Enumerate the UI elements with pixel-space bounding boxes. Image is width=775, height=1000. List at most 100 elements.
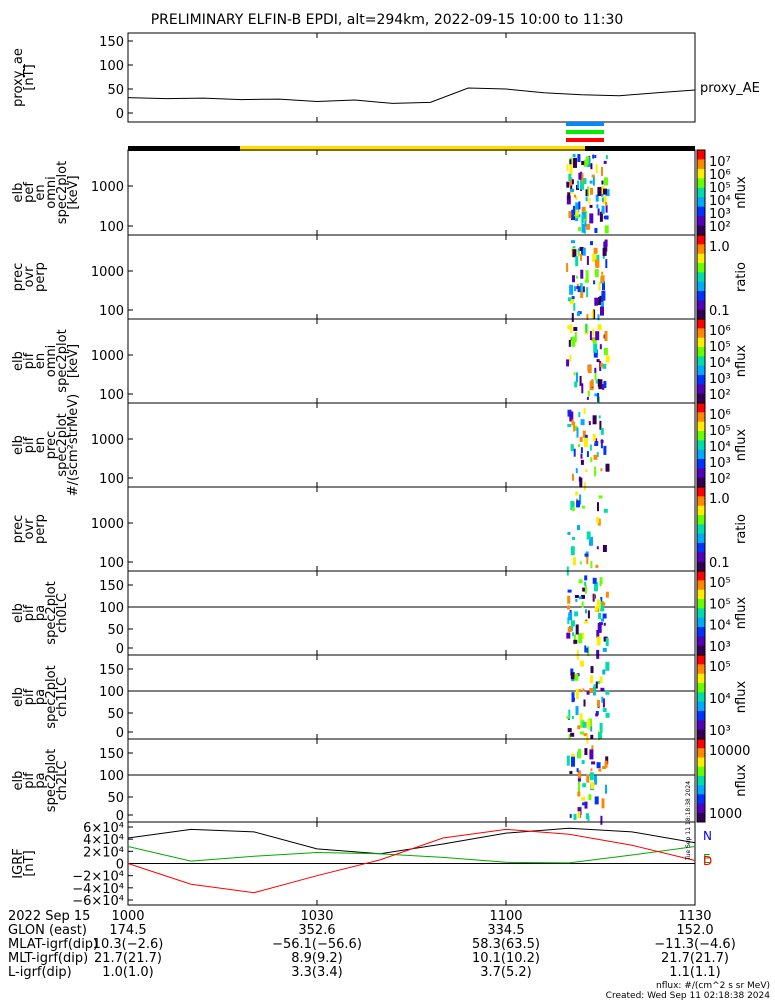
spectrogram-pixel: [580, 459, 584, 465]
colorbar-segment: [697, 356, 705, 367]
spectrogram-pixel: [579, 436, 583, 442]
spectrogram-pixel: [595, 438, 598, 444]
spectrogram-pixel: [597, 187, 602, 196]
igrf-line: [127, 846, 696, 864]
y-axis-label: spec2plot: [44, 665, 59, 728]
y-axis-label: en: [33, 353, 48, 369]
spectrogram-pixel: [567, 617, 570, 625]
y-axis-label: pa: [33, 772, 48, 788]
spectrogram-pixel: [590, 241, 593, 246]
y-axis-label: perp: [33, 262, 48, 292]
colorbar-label: nflux: [734, 597, 749, 630]
spectrogram-pixel: [577, 154, 581, 162]
colorbar-segment: [697, 347, 705, 357]
spectrogram-pixel: [569, 771, 573, 774]
spectrogram-pixel: [582, 721, 587, 728]
colorbar-segment: [697, 468, 705, 479]
colorbar-segment: [697, 571, 705, 581]
spectrogram-pixel: [587, 158, 591, 163]
spectrogram-pixels: [566, 323, 610, 403]
colorbar-segment: [697, 225, 705, 236]
colorbar-segment: [697, 655, 705, 665]
y-tick-label: 100: [99, 304, 124, 319]
spectrogram-pixel: [569, 159, 572, 165]
spectrogram-pixel: [593, 309, 596, 319]
spectrogram-pixel: [583, 408, 586, 415]
colorbar-tick-label: 10⁴: [709, 356, 731, 371]
spectrogram-pixel: [590, 561, 593, 569]
spectrogram-pixel: [600, 363, 604, 368]
colorbar-tick-label: 1.0: [709, 492, 730, 507]
colorbar-segment: [697, 561, 705, 572]
y-axis-label: spec2plot: [55, 329, 70, 392]
spectrogram-pixel: [600, 275, 605, 283]
spectrogram-pixel: [603, 636, 608, 642]
spectrogram-pixel: [602, 708, 607, 712]
spectrogram-pixel: [604, 177, 608, 186]
spectrogram-pixel: [578, 596, 582, 600]
colorbar-segment: [697, 617, 705, 628]
spectrogram-pixel: [604, 215, 609, 220]
spectrogram-pixel: [586, 774, 590, 783]
spectrogram-pixel: [594, 297, 599, 306]
spectrogram-pixel: [597, 700, 600, 708]
spectrogram-pixels: [567, 408, 610, 491]
spectrogram-pixel: [571, 312, 574, 322]
spectrogram-pixel: [577, 250, 580, 256]
spectrogram-pixel: [587, 390, 590, 397]
spectrogram-pixel: [566, 181, 570, 188]
spectrogram-pixel: [577, 791, 581, 797]
spectrogram-pixel: [568, 173, 572, 181]
spectrogram-pixel: [585, 189, 588, 197]
spectrogram-pixel: [567, 605, 570, 610]
colorbar-segment: [697, 543, 705, 553]
y-tick-label: 1000: [91, 349, 124, 364]
colorbar-tick-label: 10³: [709, 456, 731, 471]
colorbar-tick-label: 10⁵: [709, 424, 731, 439]
footer-value: 334.5: [487, 923, 524, 938]
spectrogram-pixel: [603, 622, 606, 626]
spectrogram-pixel: [567, 297, 571, 302]
spectrogram-pixel: [587, 186, 590, 197]
science-zone-marker: [566, 138, 604, 142]
spectrogram-pixel: [570, 185, 573, 192]
colorbar-segment: [697, 309, 705, 320]
spectrogram-pixel: [582, 783, 587, 788]
spectrogram-pixel: [586, 531, 591, 540]
spectrogram-pixel: [597, 324, 602, 331]
spectrogram-pixel: [595, 711, 599, 715]
colorbar-segment: [697, 178, 705, 189]
y-tick-label: 1000: [91, 433, 124, 448]
colorbar-segment: [697, 748, 705, 758]
spectrogram-pixel: [594, 228, 598, 233]
spectrogram-pixel: [590, 379, 594, 387]
spectrogram-pixel: [580, 660, 584, 667]
spectrogram-pixel: [566, 632, 571, 639]
spectrogram-pixel: [568, 339, 571, 347]
spectrogram-pixel: [596, 359, 600, 363]
spectrogram-pixel: [601, 618, 604, 622]
footer-value: −56.1(−56.6): [272, 937, 362, 952]
spectrogram-pixel: [597, 392, 600, 402]
spectrogram-pixel: [580, 253, 582, 261]
spectrogram-pixel: [583, 159, 588, 167]
spectrogram-pixel: [601, 798, 605, 809]
spectrogram-pixel: [576, 500, 581, 508]
footer-value: 58.3(63.5): [472, 937, 540, 952]
spectrogram-pixel: [576, 427, 579, 438]
spectrogram-pixel: [600, 439, 603, 449]
spectrogram-pixel: [573, 421, 576, 432]
spectrogram-pixel: [591, 174, 595, 178]
spectrogram-pixel: [597, 208, 600, 216]
spectrogram-pixel: [602, 247, 607, 256]
spectrogram-pixel: [604, 239, 608, 247]
spectrogram-pixel: [572, 275, 575, 283]
y-axis-label: proxy_ae: [11, 48, 26, 107]
spectrogram-pixel: [589, 331, 592, 340]
colorbar-segment: [697, 337, 705, 348]
science-zone-marker: [566, 130, 604, 134]
spectrogram-pixel: [579, 494, 582, 505]
spectrogram-pixel: [599, 211, 603, 222]
spectrogram-pixel: [600, 815, 603, 825]
